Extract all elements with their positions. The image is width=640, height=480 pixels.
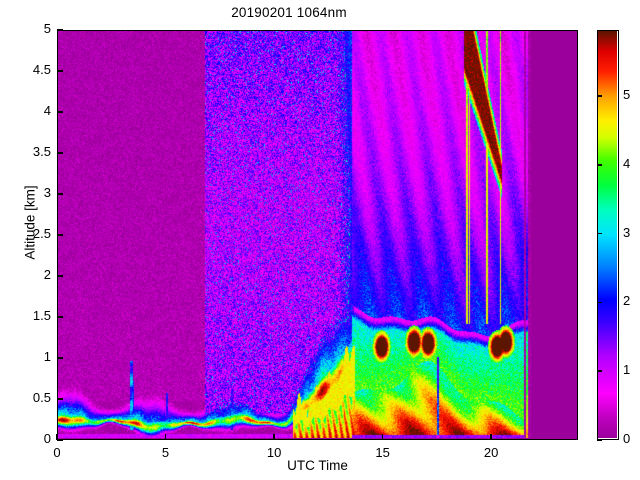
x-tick-mark bbox=[273, 434, 275, 440]
y-tick-label: 1 bbox=[43, 349, 51, 364]
page-title: 20190201 1064nm bbox=[231, 5, 347, 20]
y-tick-label: 2 bbox=[43, 267, 51, 282]
colorbar-canvas bbox=[598, 31, 617, 438]
colorbar-tick-mark bbox=[597, 301, 602, 304]
y-axis-label: Altitude [km] bbox=[22, 185, 38, 260]
y-tick-mark bbox=[57, 357, 63, 359]
colorbar-tick-mark bbox=[597, 439, 602, 441]
x-tick-mark bbox=[164, 434, 167, 440]
y-tick-mark bbox=[57, 29, 63, 31]
y-tick-mark bbox=[57, 111, 63, 113]
y-tick-mark bbox=[57, 398, 63, 400]
x-tick-mark bbox=[381, 434, 384, 440]
colorbar-tick-label: 3 bbox=[623, 224, 631, 240]
y-tick-label: 3.5 bbox=[32, 144, 51, 159]
y-tick-label: 0.5 bbox=[32, 390, 51, 405]
heatmap-plot-area[interactable] bbox=[57, 30, 578, 440]
y-tick-mark bbox=[57, 152, 63, 154]
x-tick-label: 5 bbox=[161, 445, 170, 460]
colorbar-tick-mark bbox=[597, 232, 602, 235]
colorbar-tick-mark bbox=[597, 370, 602, 372]
colorbar-tick-label: 4 bbox=[623, 155, 631, 171]
colorbar-tick-label: 2 bbox=[623, 293, 631, 309]
y-tick-label: 3 bbox=[43, 185, 51, 200]
y-tick-label: 5 bbox=[43, 21, 51, 36]
y-tick-mark bbox=[57, 439, 63, 441]
y-tick-label: 4.5 bbox=[32, 62, 51, 77]
y-tick-label: 2.5 bbox=[32, 226, 51, 241]
y-tick-mark bbox=[57, 234, 63, 236]
x-axis-label: UTC Time bbox=[287, 458, 348, 473]
y-tick-mark bbox=[57, 316, 63, 318]
y-tick-label: 0 bbox=[43, 431, 51, 446]
colorbar-tick-mark bbox=[597, 95, 602, 97]
y-tick-mark bbox=[57, 193, 63, 195]
x-tick-label: 15 bbox=[375, 445, 390, 460]
heatmap-canvas bbox=[58, 31, 576, 438]
colorbar-tick-label: 5 bbox=[623, 87, 631, 103]
colorbar-tick-label: 0 bbox=[623, 431, 631, 446]
colorbar-tick-mark bbox=[597, 164, 602, 166]
x-tick-mark bbox=[56, 434, 58, 440]
colorbar-tick-label: 1 bbox=[623, 362, 631, 378]
x-tick-mark bbox=[490, 434, 492, 440]
y-tick-label: 1.5 bbox=[32, 308, 51, 323]
x-tick-label: 10 bbox=[266, 445, 282, 460]
colorbar[interactable] bbox=[597, 30, 619, 440]
y-tick-mark bbox=[57, 70, 63, 72]
y-tick-label: 4 bbox=[43, 103, 51, 118]
y-tick-mark bbox=[57, 275, 63, 277]
x-tick-label: 0 bbox=[53, 445, 61, 460]
x-tick-label: 20 bbox=[483, 445, 499, 460]
